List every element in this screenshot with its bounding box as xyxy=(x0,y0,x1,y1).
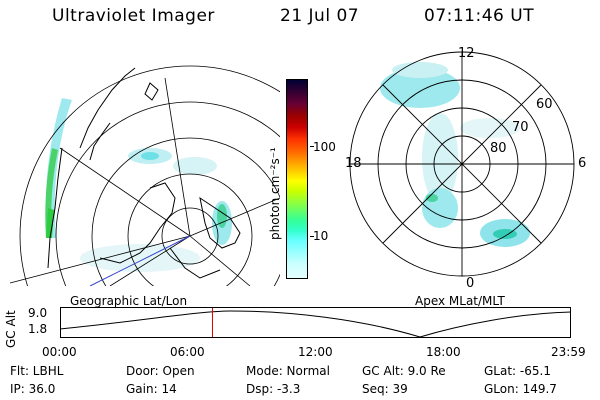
info-dsp: Dsp: -3.3 xyxy=(246,382,301,396)
mlt-label-12: 12 xyxy=(458,46,475,61)
mlat-label-60: 60 xyxy=(536,97,553,112)
aurora-emission-left xyxy=(45,98,232,272)
magnetic-map xyxy=(349,51,575,277)
info-door: Door: Open xyxy=(126,364,195,378)
time-tick-0000: 00:00 xyxy=(42,345,77,359)
altitude-curve xyxy=(60,310,572,338)
info-gain: Gain: 14 xyxy=(126,382,177,396)
latitude-circles xyxy=(19,65,280,286)
altitude-ylabel: GC Alt xyxy=(4,310,18,348)
meridians xyxy=(9,77,280,286)
time-label: 07:11:46 UT xyxy=(424,6,535,26)
mlt-axes xyxy=(350,52,574,276)
colorbar xyxy=(286,79,308,279)
time-tick-0600: 06:00 xyxy=(170,345,205,359)
mlat-label-70: 70 xyxy=(512,120,529,135)
colorbar-label: photon cm⁻²s⁻¹ xyxy=(268,147,282,240)
geographic-map xyxy=(9,65,280,286)
tick-mark-10 xyxy=(310,236,314,237)
colorbar-tick-10: 10 xyxy=(313,229,329,243)
alt-tick-9: 9.0 xyxy=(28,306,48,320)
tick-mark-100 xyxy=(310,146,314,147)
info-gc-alt: GC Alt: 9.0 Re xyxy=(362,364,446,378)
info-mode: Mode: Normal xyxy=(246,364,330,378)
alt-tick-1-8: 1.8 xyxy=(28,322,48,336)
mlat-label-80: 80 xyxy=(490,141,507,156)
info-seq: Seq: 39 xyxy=(362,382,408,396)
altitude-plot xyxy=(60,307,572,338)
info-glon: GLon: 149.7 xyxy=(484,382,557,396)
info-glat: GLat: -65.1 xyxy=(484,364,551,378)
time-tick-1800: 18:00 xyxy=(426,345,461,359)
colorbar-tick-100: 100 xyxy=(313,140,336,154)
mlt-label-18: 18 xyxy=(345,156,362,171)
apex-caption: Apex MLat/MLT xyxy=(415,294,505,308)
mlt-label-6: 6 xyxy=(578,156,587,171)
date-label: 21 Jul 07 xyxy=(280,6,360,26)
aurora-emission-right xyxy=(380,62,530,247)
instrument-title: Ultraviolet Imager xyxy=(52,6,215,26)
sun-direction-line xyxy=(89,235,191,286)
coastlines xyxy=(47,67,241,279)
time-tick-2359: 23:59 xyxy=(551,345,586,359)
geographic-caption: Geographic Lat/Lon xyxy=(70,294,188,308)
mlt-label-0: 0 xyxy=(466,276,475,291)
info-ip: IP: 36.0 xyxy=(10,382,56,396)
time-tick-1200: 12:00 xyxy=(298,345,333,359)
info-flt: Flt: LBHL xyxy=(10,364,64,378)
